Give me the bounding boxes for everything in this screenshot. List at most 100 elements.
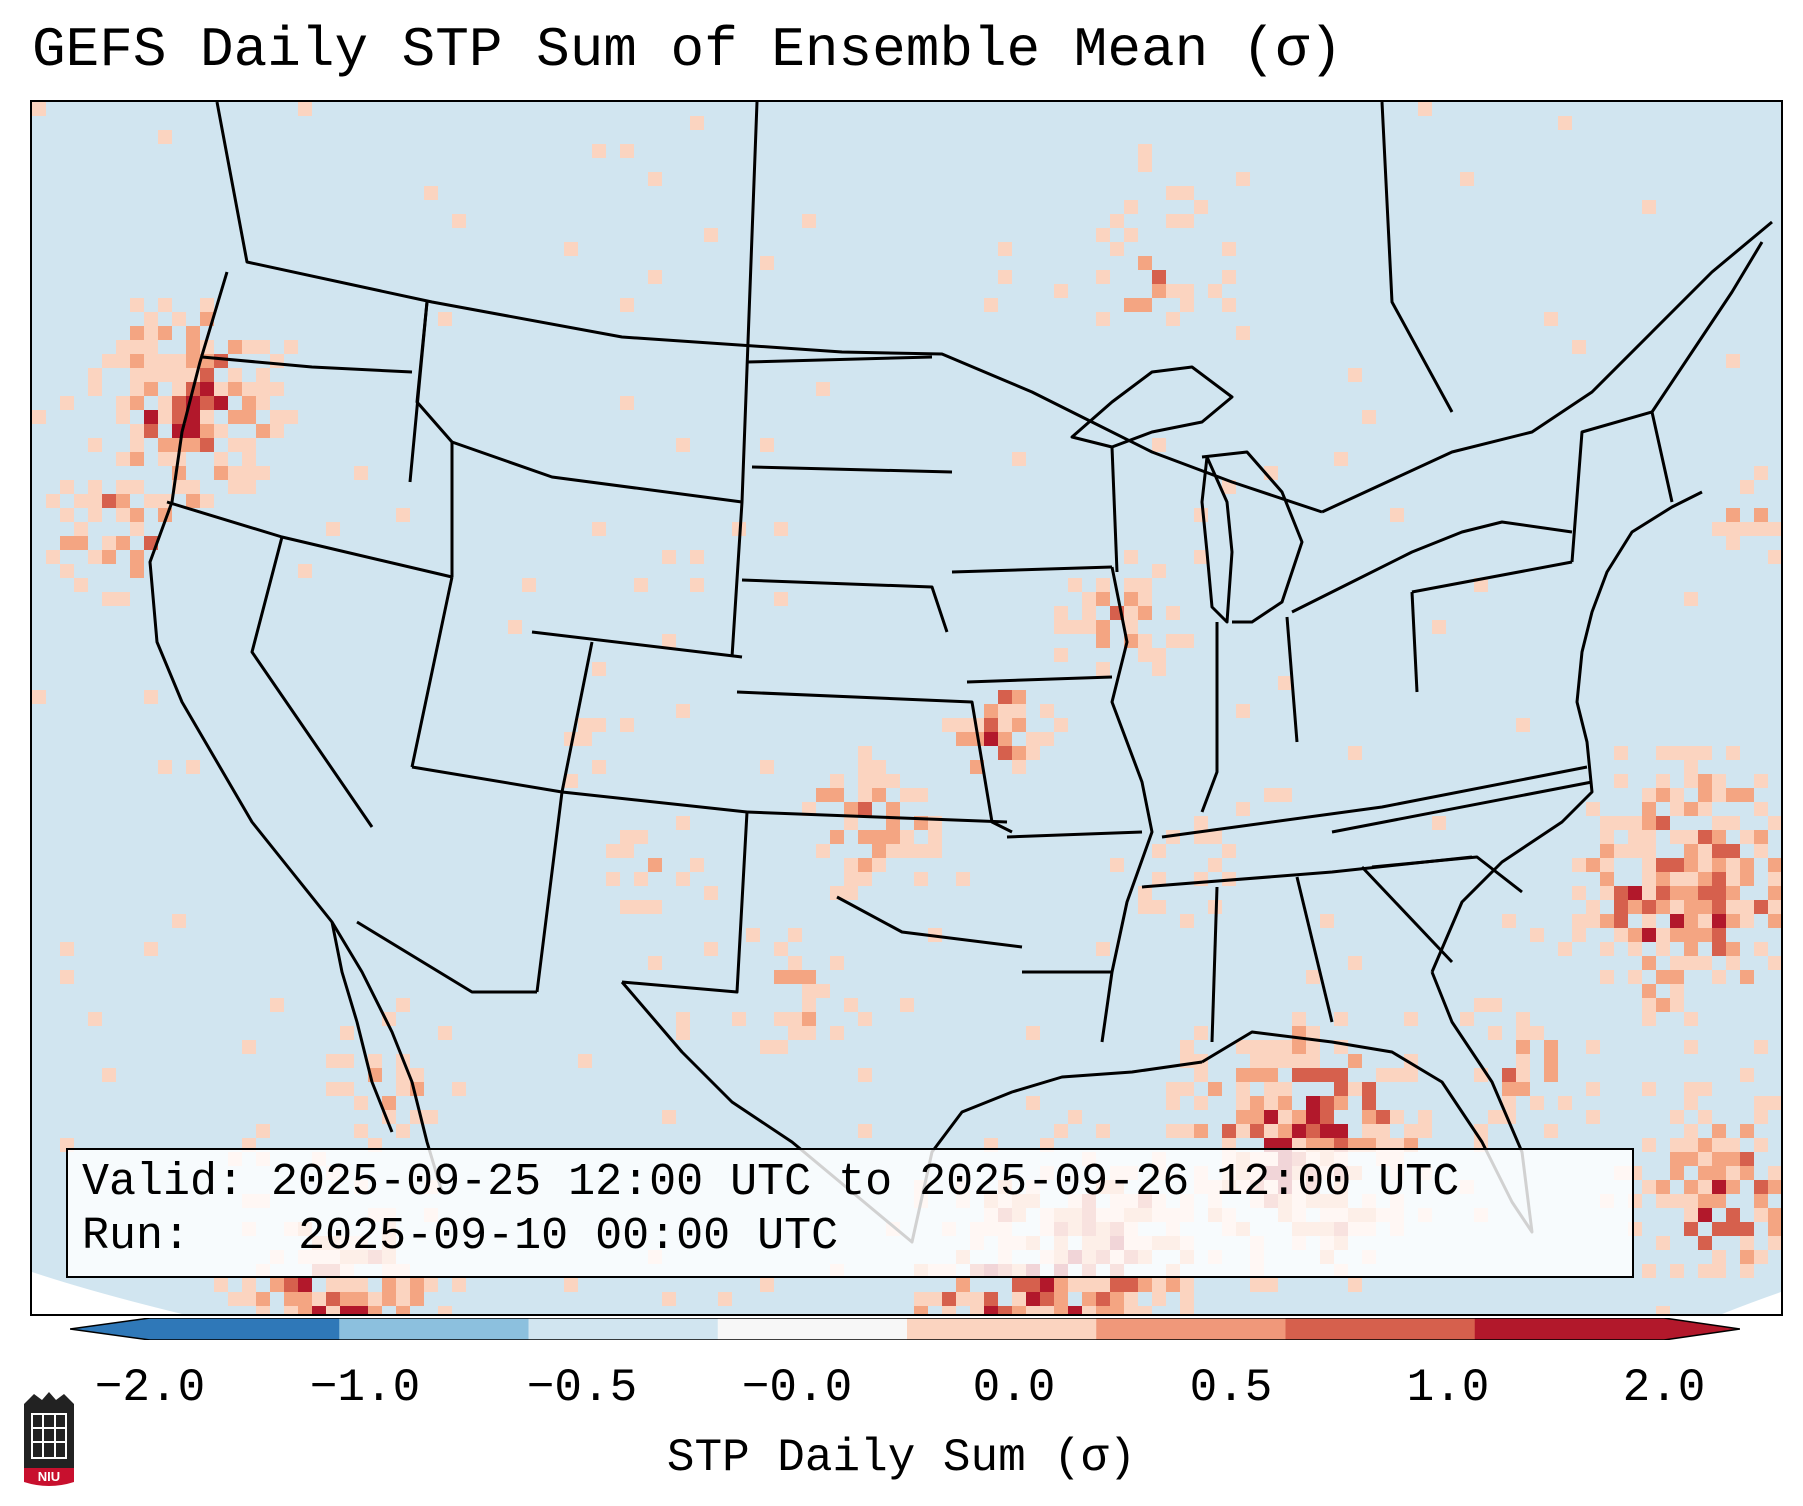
border-ia-mn: [951, 565, 1113, 574]
stp-cell: [1278, 788, 1292, 802]
stp-cell: [1698, 1236, 1712, 1250]
stp-cell: [158, 354, 172, 368]
stp-cell: [1768, 816, 1781, 830]
stp-cell: [1698, 1166, 1712, 1180]
stp-cell: [1670, 1166, 1684, 1180]
stp-cell: [74, 494, 88, 508]
stp-cell: [760, 438, 774, 452]
stp-cell: [326, 1306, 340, 1314]
lake-michigan: [1200, 455, 1234, 624]
stp-cell: [1684, 928, 1698, 942]
stp-cell: [1684, 1138, 1698, 1152]
stp-cell: [1586, 1040, 1600, 1054]
stp-cell: [1754, 1040, 1768, 1054]
stp-cell: [270, 354, 284, 368]
stp-cell: [1670, 928, 1684, 942]
stp-cell: [1600, 830, 1614, 844]
stp-cell: [1054, 620, 1068, 634]
stp-cell: [1208, 284, 1222, 298]
stp-cell: [1712, 1194, 1726, 1208]
stp-cell: [1698, 1082, 1712, 1096]
stp-cell: [1726, 886, 1740, 900]
stp-cell: [452, 214, 466, 228]
stp-cell: [1670, 970, 1684, 984]
stp-cell: [620, 144, 634, 158]
stp-cell: [592, 718, 606, 732]
baja-coast: [330, 921, 394, 1133]
stp-cell: [1320, 1068, 1334, 1082]
stp-cell: [1236, 326, 1250, 340]
stp-cell: [1012, 746, 1026, 760]
stp-cell: [242, 438, 256, 452]
stp-cell: [634, 900, 648, 914]
stp-cell: [1334, 1124, 1348, 1138]
stp-cell: [1712, 774, 1726, 788]
stp-cell: [1138, 634, 1152, 648]
stp-cell: [998, 242, 1012, 256]
stp-cell: [690, 116, 704, 130]
stp-cell: [326, 1082, 340, 1096]
stp-cell: [1740, 872, 1754, 886]
stp-cell: [60, 480, 74, 494]
stp-cell: [1152, 270, 1166, 284]
stp-cell: [914, 872, 928, 886]
stp-cell: [816, 844, 830, 858]
stp-cell: [1614, 816, 1628, 830]
stp-cell: [88, 494, 102, 508]
stp-cell: [1670, 858, 1684, 872]
stp-cell: [116, 340, 130, 354]
stp-cell: [1628, 942, 1642, 956]
stp-cell: [186, 326, 200, 340]
stp-cell: [60, 942, 74, 956]
stp-cell: [158, 452, 172, 466]
stp-cell: [326, 1054, 340, 1068]
stp-cell: [1642, 200, 1656, 214]
stp-cell: [130, 522, 144, 536]
stp-cell: [200, 410, 214, 424]
stp-cell: [1334, 452, 1348, 466]
stp-cell: [1768, 858, 1781, 872]
stp-cell: [214, 1278, 228, 1292]
stp-cell: [130, 564, 144, 578]
stp-cell: [1698, 1138, 1712, 1152]
stp-cell: [1208, 830, 1222, 844]
stp-cell: [1110, 242, 1124, 256]
stp-cell: [1586, 858, 1600, 872]
border-ok-tx: [836, 895, 1023, 949]
stp-cell: [1348, 368, 1362, 382]
map-panel: [30, 100, 1783, 1316]
stp-cell: [1684, 746, 1698, 760]
stp-cell: [1572, 914, 1586, 928]
stp-cell: [368, 1292, 382, 1306]
tick-label-3: −0.0: [741, 1362, 853, 1414]
stp-cell: [242, 480, 256, 494]
stp-cell: [858, 760, 872, 774]
stp-cell: [858, 1124, 872, 1138]
stp-cell: [998, 718, 1012, 732]
stp-cell: [1642, 844, 1656, 858]
stp-cell: [1278, 1040, 1292, 1054]
stp-cell: [1376, 1068, 1390, 1082]
stp-cell: [158, 410, 172, 424]
stp-cell: [242, 410, 256, 424]
stp-cell: [1152, 662, 1166, 676]
stp-cell: [242, 466, 256, 480]
stp-cell: [1180, 284, 1194, 298]
stp-cell: [1684, 914, 1698, 928]
stp-cell: [1670, 1152, 1684, 1166]
stp-cell: [1152, 844, 1166, 858]
stp-cell: [1124, 592, 1138, 606]
stp-cell: [144, 340, 158, 354]
stp-cell: [1264, 1278, 1278, 1292]
stp-cell: [1726, 1180, 1740, 1194]
stp-cell: [256, 340, 270, 354]
stp-cell: [1684, 900, 1698, 914]
stp-cell: [1656, 886, 1670, 900]
stp-cell: [1642, 858, 1656, 872]
stp-cell: [522, 578, 536, 592]
stp-cell: [1754, 1138, 1768, 1152]
stp-cell: [1684, 1096, 1698, 1110]
stp-cell: [214, 354, 228, 368]
stp-cell: [1264, 1082, 1278, 1096]
stp-cell: [1138, 256, 1152, 270]
